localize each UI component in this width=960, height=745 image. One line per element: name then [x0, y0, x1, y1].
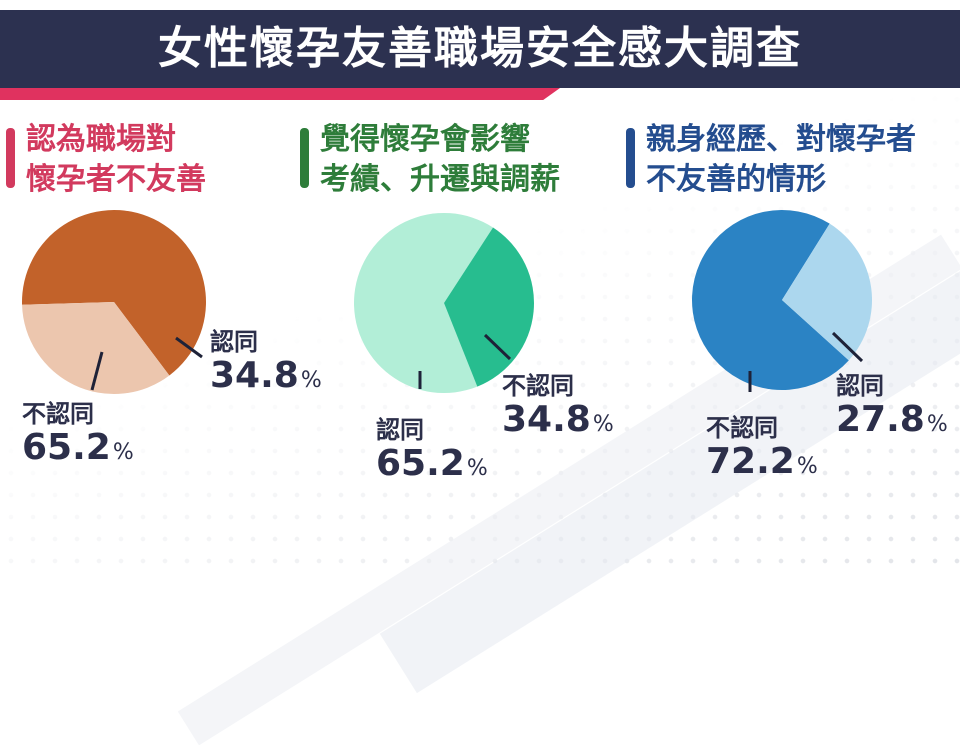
leader-line: [831, 331, 864, 363]
slice-value: 34.8%: [502, 399, 614, 440]
section-marker: [300, 128, 309, 188]
slice-value: 65.2%: [376, 443, 488, 484]
slice-value: 72.2%: [706, 441, 818, 482]
slice-value: 34.8%: [210, 355, 322, 396]
section-title-line: 不友善的情形: [646, 162, 826, 197]
section-title: 覺得懷孕會影響 考績、升遷與調薪: [320, 120, 560, 200]
header-accent-bar: [0, 88, 560, 100]
slice-name: 認同: [836, 372, 884, 400]
slice-name: 不認同: [502, 372, 574, 400]
page-title: 女性懷孕友善職場安全感大調查: [158, 23, 802, 74]
slice-label: 不認同 72.2%: [706, 414, 818, 487]
slice-label: 不認同 65.2%: [22, 400, 134, 473]
pie-slice-major: [22, 210, 206, 376]
section-title-line: 懷孕者不友善: [26, 162, 206, 197]
slice-value: 65.2%: [22, 427, 134, 468]
header-banner: 女性懷孕友善職場安全感大調查: [0, 10, 960, 88]
section-title-line: 認為職場對: [26, 122, 176, 157]
slice-name: 不認同: [706, 414, 778, 442]
pie-chart-2: [354, 212, 534, 393]
leader-line: [483, 333, 512, 361]
pie-slice-minor: [444, 227, 534, 387]
slice-label: 認同 34.8%: [210, 328, 322, 401]
section-title: 親身經歷、對懷孕者 不友善的情形: [646, 120, 916, 200]
section-title: 認為職場對 懷孕者不友善: [26, 120, 206, 200]
section-title-line: 親身經歷、對懷孕者: [646, 122, 916, 157]
pie-slice-minor: [22, 302, 170, 394]
slice-name: 認同: [376, 416, 424, 444]
slice-label: 認同 65.2%: [376, 416, 488, 489]
leader-line: [175, 336, 203, 359]
section-marker: [626, 128, 635, 188]
section-title-line: 覺得懷孕會影響: [320, 122, 530, 157]
slice-name: 不認同: [22, 400, 94, 428]
slice-value: 27.8%: [836, 399, 948, 440]
section-title-line: 考績、升遷與調薪: [320, 162, 560, 197]
pie-chart-1: [22, 210, 206, 394]
section-marker: [6, 128, 15, 188]
pie-slice-minor: [782, 223, 872, 361]
pie-chart-3: [692, 210, 872, 392]
slice-label: 認同 27.8%: [836, 372, 948, 445]
slice-name: 認同: [210, 328, 258, 356]
pie-slice-major: [354, 212, 494, 393]
leader-line: [90, 351, 104, 391]
slice-label: 不認同 34.8%: [502, 372, 614, 445]
pie-slice-major: [692, 210, 849, 390]
